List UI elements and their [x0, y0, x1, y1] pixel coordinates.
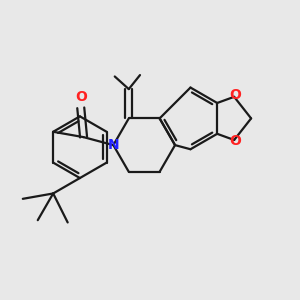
Text: N: N [107, 138, 119, 152]
Text: O: O [230, 88, 242, 102]
Text: O: O [75, 90, 87, 104]
Text: O: O [230, 134, 242, 148]
